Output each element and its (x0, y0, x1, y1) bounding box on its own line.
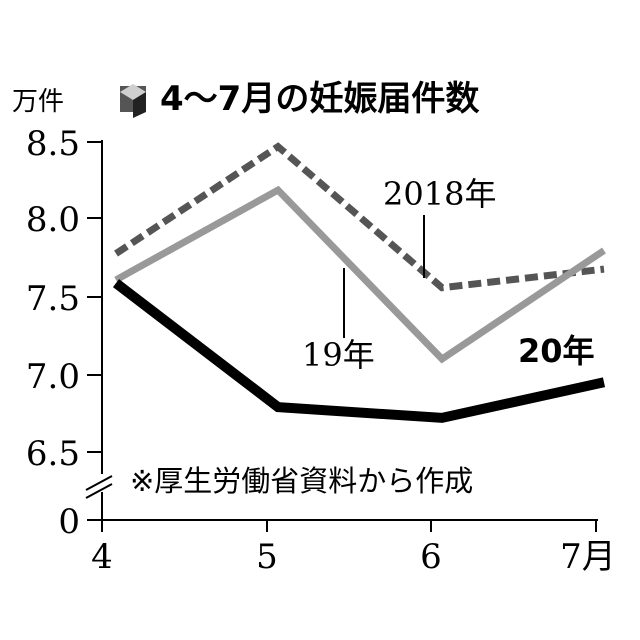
x-axis-ticks (101, 520, 597, 532)
series-line-2018 (114, 142, 605, 292)
chart-title: 4〜7月の妊娠届件数 (160, 79, 479, 119)
y-tick-label: 8.5 (26, 124, 80, 164)
x-tick-label: 7月 (560, 537, 616, 577)
y-tick-label: 0 (58, 502, 80, 542)
axis-break-symbol (85, 474, 118, 499)
x-tick-label: 5 (256, 537, 278, 577)
series-line-19 (114, 185, 606, 364)
source-note: ※厚生労働省資料から作成 (130, 464, 473, 498)
y-tick-label: 8.0 (26, 200, 80, 240)
series-line-20 (112, 279, 606, 423)
x-tick-label: 6 (420, 537, 442, 577)
title-cube-icon-side (133, 92, 146, 118)
y-tick-label: 7.0 (26, 357, 80, 397)
x-tick-label: 4 (91, 537, 113, 577)
series-label-20: 20年 (518, 332, 595, 370)
series-label-2018: 2018年 (383, 175, 496, 213)
y-unit-label: 万件 (12, 87, 64, 117)
series-label-19: 19年 (302, 336, 375, 374)
y-tick-label: 7.5 (26, 279, 80, 319)
y-tick-label: 6.5 (26, 434, 80, 474)
y-axis-ticks (87, 141, 102, 521)
